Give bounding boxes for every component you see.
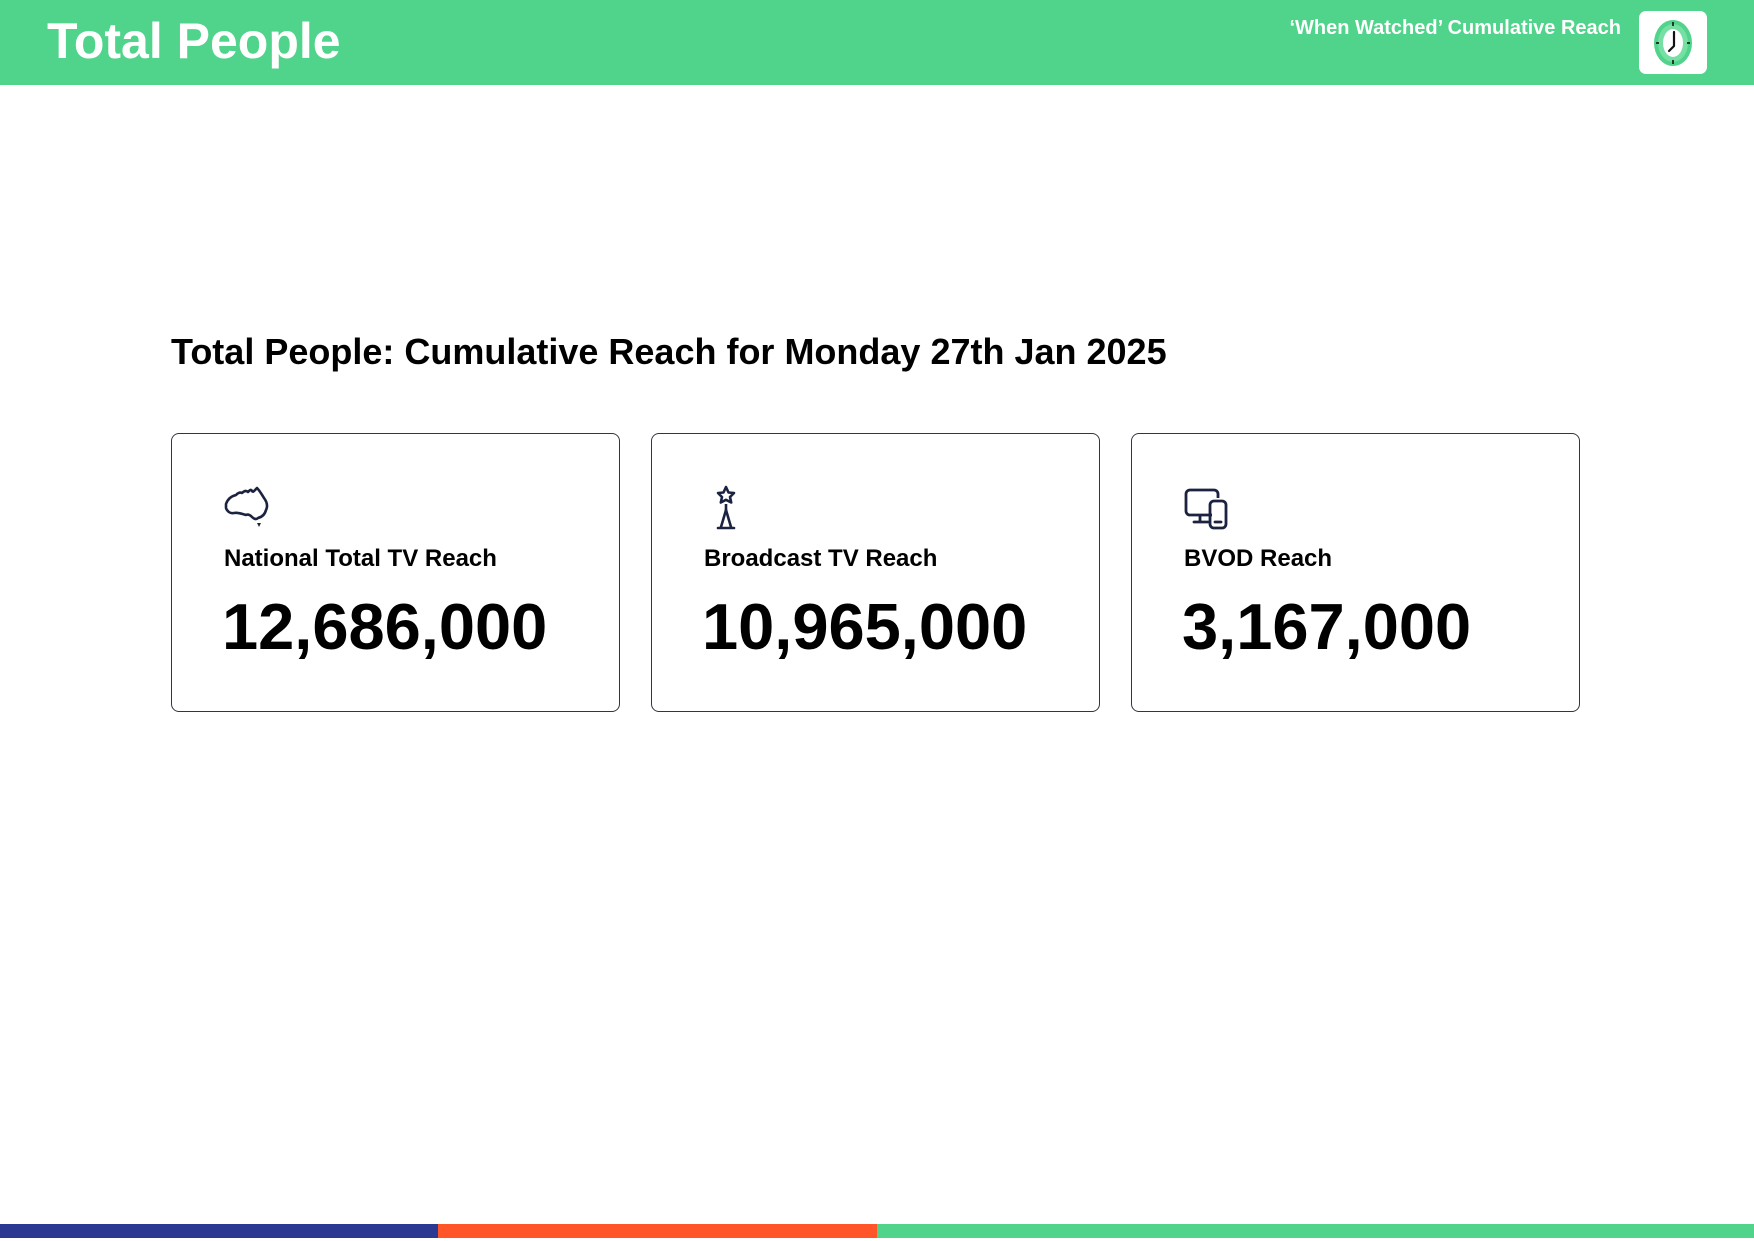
card-label: BVOD Reach bbox=[1184, 545, 1333, 572]
page-title: Total People bbox=[47, 13, 341, 69]
broadcast-tower-star-icon bbox=[716, 485, 736, 530]
card-value: 3,167,000 bbox=[1182, 590, 1472, 663]
clock-icon bbox=[1654, 19, 1692, 66]
footer-segment-orange bbox=[438, 1224, 877, 1238]
card-label: Broadcast TV Reach bbox=[704, 545, 938, 572]
card-broadcast-tv-reach: Broadcast TV Reach 10,965,000 bbox=[651, 433, 1100, 712]
section-title: Total People: Cumulative Reach for Monda… bbox=[171, 331, 1167, 372]
header-subtitle: ‘When Watched’ Cumulative Reach bbox=[1289, 17, 1621, 39]
devices-icon bbox=[1184, 488, 1228, 530]
card-value: 10,965,000 bbox=[702, 590, 1028, 663]
logo bbox=[1639, 11, 1707, 74]
header-bar: Total People ‘When Watched’ Cumulative R… bbox=[0, 0, 1754, 85]
card-label: National Total TV Reach bbox=[224, 545, 497, 572]
card-national-total-tv-reach: National Total TV Reach 12,686,000 bbox=[171, 433, 620, 712]
footer-color-bar bbox=[0, 1224, 1754, 1238]
card-bvod-reach: BVOD Reach 3,167,000 bbox=[1131, 433, 1580, 712]
australia-map-icon bbox=[224, 486, 269, 527]
footer-segment-green bbox=[877, 1224, 1754, 1238]
footer-segment-blue bbox=[0, 1224, 438, 1238]
card-value: 12,686,000 bbox=[222, 590, 548, 663]
